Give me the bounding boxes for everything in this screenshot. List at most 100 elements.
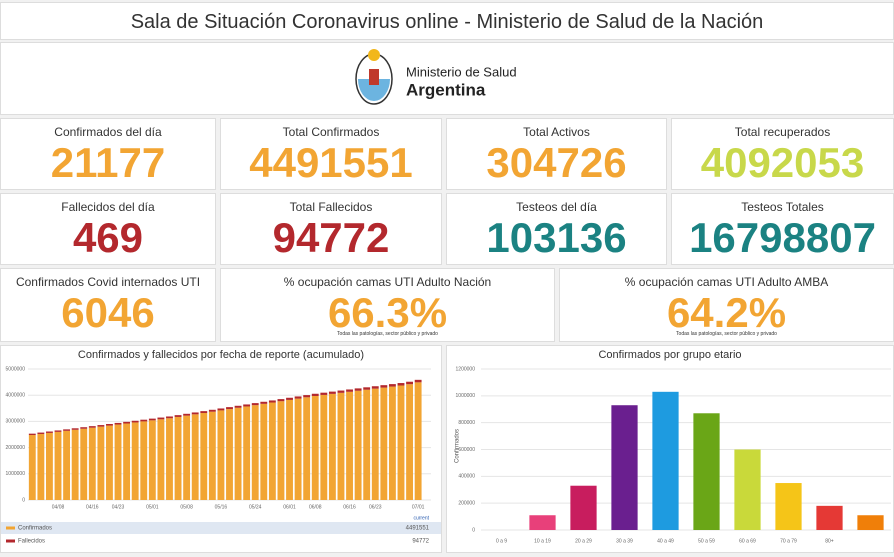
x-tick-label: 10 a 19 (534, 538, 551, 544)
bar-segment (123, 421, 131, 424)
bar-segment (337, 392, 345, 500)
bar-segment (80, 427, 88, 429)
kpi-row: Confirmados del día 21177 Total Confirmado… (0, 118, 894, 190)
emblem-cap (369, 69, 379, 85)
bar-segment (414, 382, 422, 500)
kpi-note: Todas las patologías, sector público y p… (337, 331, 438, 337)
y-tick-label: 1000000 (456, 393, 476, 399)
kpi-card: Total Fallecidos 94772 (220, 193, 442, 265)
bar (652, 391, 679, 530)
bar-segment (363, 389, 371, 500)
chart-title: Confirmados por grupo etario (598, 349, 741, 361)
bar-segment (114, 424, 122, 500)
x-tick-label: 40 a 49 (657, 538, 674, 544)
kpi-card: Confirmados del día 21177 (0, 118, 216, 190)
bar-segment (208, 411, 216, 500)
emblem-sun (368, 49, 380, 61)
logo-art: Ministerio de Salud Argentina (355, 49, 517, 105)
bar-segment (131, 420, 139, 423)
bar-segment (46, 432, 53, 500)
x-tick-label: 07/01 (412, 504, 425, 510)
bar-segment (337, 390, 345, 393)
x-tick-label: 06/23 (369, 504, 382, 510)
bar-segment (148, 420, 156, 500)
bar-segment (251, 403, 259, 406)
bar-segment (191, 412, 199, 415)
y-tick-label: 400000 (458, 474, 475, 480)
bar-segment (200, 413, 208, 500)
kpi-row: Confirmados Covid internados UTI 6046 % oc… (0, 268, 894, 342)
x-tick-label: 06/01 (283, 504, 296, 510)
emblem-blue (358, 79, 390, 101)
bar-segment (106, 423, 113, 426)
kpi-value: 103136 (486, 214, 627, 261)
kpi-label: Confirmados del día (54, 125, 162, 139)
bar-segment (346, 391, 353, 500)
kpi-label: % ocupación camas UTI Adulto AMBA (624, 275, 829, 289)
bar-segment (388, 386, 396, 500)
bar-segment (140, 419, 148, 422)
bar-segment (354, 388, 362, 391)
x-tick-label: 60 a 69 (739, 538, 756, 544)
bar-segment (114, 422, 122, 425)
kpi-value: 304726 (486, 139, 627, 186)
bar-segment (414, 379, 422, 383)
x-tick-label: 05/01 (146, 504, 159, 510)
bar-segment (397, 383, 405, 386)
legend-header: current (413, 515, 429, 521)
legend-swatch (6, 539, 15, 543)
bar-segment (63, 430, 71, 500)
kpi-label: Confirmados Covid internados UTI (15, 275, 201, 289)
kpi-label: Total Activos (523, 125, 590, 139)
bar-segment (251, 405, 259, 500)
kpi-note: Todas las patologías, sector público y p… (676, 331, 777, 337)
bar-segment (234, 405, 242, 408)
chart-title: Confirmados y fallecidos por fecha de re… (78, 349, 364, 361)
bar-segment (268, 400, 276, 403)
bar-segment (346, 389, 353, 392)
bar-segment (328, 391, 336, 394)
bar (570, 485, 597, 530)
x-tick-label: 05/16 (215, 504, 228, 510)
y-tick-label: 600000 (458, 447, 475, 453)
y-tick-label: 2000000 (6, 445, 26, 451)
bar-segment (71, 429, 79, 500)
kpi-value: 469 (72, 214, 144, 261)
x-tick-label: 05/08 (180, 504, 193, 510)
bar-segment (371, 386, 379, 389)
bar-segment (54, 431, 62, 500)
bar (857, 515, 884, 530)
bar-segment (320, 394, 328, 500)
chart-card: Confirmados por grupo etario Confirmados 0… (446, 345, 894, 553)
bar-segment (268, 402, 276, 500)
bar-segment (243, 406, 251, 500)
bar-segment (277, 401, 285, 500)
kpi-card: Total recuperados 4092053 (671, 118, 894, 190)
y-tick-label: 1200000 (456, 366, 476, 372)
bar-segment (54, 430, 62, 432)
chart-card: Confirmados y fallecidos por fecha de re… (0, 345, 442, 553)
x-tick-label: 0 a 9 (496, 538, 507, 544)
bar-segment (303, 395, 311, 398)
header-title: Sala de Situación Coronavirus online - M… (0, 2, 894, 40)
chart: Confirmados y fallecidos por fecha de re… (1, 349, 441, 545)
logo: Ministerio de Salud Argentina (0, 42, 894, 115)
bar-segment (166, 416, 173, 419)
kpi-value: 6046 (61, 289, 155, 336)
kpi-label: Testeos del día (516, 200, 597, 214)
x-tick-label: 04/16 (86, 504, 99, 510)
bar-segment (200, 411, 208, 414)
bar-segment (183, 415, 191, 500)
kpi-label: % ocupación camas UTI Adulto Nación (283, 275, 492, 289)
x-tick-label: 05/24 (249, 504, 262, 510)
bar-segment (286, 399, 293, 500)
chart: Confirmados por grupo etario Confirmados 0… (455, 349, 891, 544)
kpi-value: 64.2% (666, 289, 787, 336)
bar-segment (131, 422, 139, 500)
bar-segment (174, 415, 182, 417)
y-tick-label: 4000000 (6, 393, 26, 399)
bar-segment (311, 395, 319, 500)
logo-line1: Ministerio de Salud (406, 64, 517, 79)
bar (775, 483, 802, 530)
kpi-card: Total Activos 304726 (446, 118, 667, 190)
